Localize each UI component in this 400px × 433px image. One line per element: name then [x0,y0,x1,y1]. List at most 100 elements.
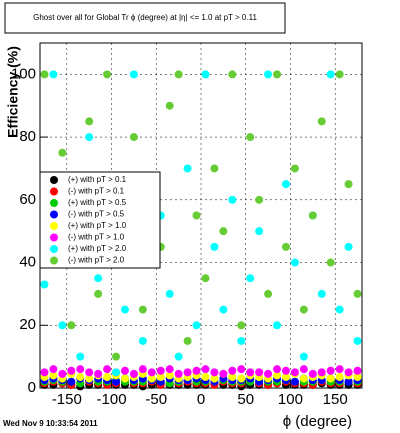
point [201,274,210,283]
point [264,369,273,378]
point [353,289,362,298]
point [335,305,344,314]
point [183,336,192,345]
point [335,365,344,374]
point [290,164,299,173]
point [120,305,129,314]
point [67,321,76,330]
point [210,368,219,377]
point [58,321,67,330]
point [40,70,49,79]
point [255,195,264,204]
point [192,366,201,375]
point [112,368,121,377]
point [76,373,85,382]
y-tick-label: 20 [19,316,36,333]
point [129,133,138,142]
point [246,274,255,283]
point [255,368,264,377]
footer: Wed Nov 9 10:33:54 2011 [3,419,98,428]
point [201,373,210,382]
x-tick-label: 50 [237,391,254,408]
legend-marker [50,245,58,253]
point [174,70,183,79]
point [138,336,147,345]
point [326,374,335,383]
legend-marker [50,199,58,207]
point [103,373,112,382]
point [308,369,317,378]
x-tick-label: 0 [197,391,205,408]
point [40,368,49,377]
point [138,305,147,314]
point [94,289,103,298]
point [237,365,246,374]
point [299,374,308,383]
point [237,336,246,345]
point [165,101,174,110]
point [308,211,317,220]
point [156,366,165,375]
point [219,227,228,236]
point [228,366,237,375]
point [264,289,273,298]
point [281,366,290,375]
legend-label: (+) with pT > 0.5 [68,198,127,207]
point [219,305,228,314]
legend-marker [50,210,58,219]
point [174,352,183,361]
point [273,365,282,374]
x-tick-label: -100 [97,391,127,408]
legend-marker [50,256,58,265]
point [344,377,353,386]
legend-marker [50,187,58,196]
point [353,366,362,375]
point [335,70,344,79]
point [120,374,129,383]
y-tick-label: 40 [19,254,36,271]
point [299,352,308,361]
point [120,366,129,375]
point [129,369,138,378]
point [85,368,94,377]
x-tick-label: 150 [323,391,348,408]
point [281,242,290,251]
legend-label: (+) with pT > 1.0 [68,221,127,230]
point [76,352,85,361]
point [290,377,299,386]
point [326,366,335,375]
legend-label: (-) with pT > 2.0 [68,256,125,265]
x-tick-label: 100 [278,391,303,408]
legend-marker [50,222,58,230]
point [40,280,49,289]
point [317,289,326,298]
point [281,373,290,382]
legend-label: (+) with pT > 0.1 [68,175,127,184]
point [210,374,219,383]
point [112,352,121,361]
point [49,365,58,374]
point [165,289,174,298]
point [317,368,326,377]
point [228,195,237,204]
y-tick-label: 60 [19,191,36,208]
point [210,242,219,251]
point [344,180,353,189]
point [344,368,353,377]
point [85,117,94,126]
point [49,371,58,380]
x-tick-label: -150 [52,391,82,408]
point [237,374,246,383]
point [67,377,76,386]
point [353,336,362,345]
x-tick-label: -50 [145,391,167,408]
x-axis-label: ϕ (degree) [283,413,352,430]
point [210,164,219,173]
point [299,305,308,314]
point [201,365,210,374]
point [290,258,299,267]
point [201,70,210,79]
point [255,227,264,236]
point [147,368,156,377]
